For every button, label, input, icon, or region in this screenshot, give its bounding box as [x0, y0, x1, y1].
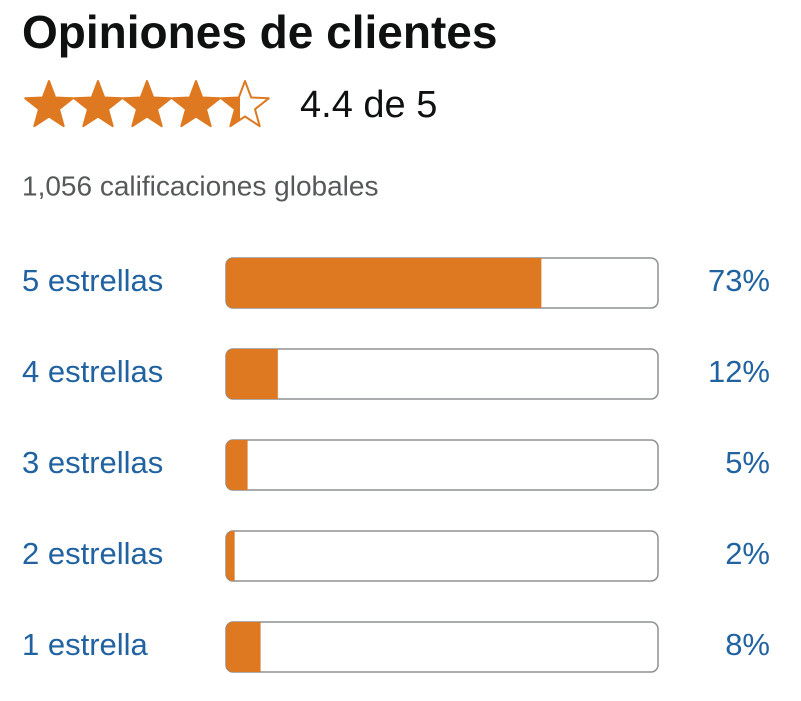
- row-label[interactable]: 4 estrellas: [22, 354, 163, 389]
- bar: [226, 440, 248, 490]
- row-percent: 2%: [725, 536, 770, 571]
- star-fill: [25, 81, 73, 127]
- row-label[interactable]: 3 estrellas: [22, 445, 163, 480]
- row-percent: 8%: [725, 627, 770, 662]
- row-percent: 12%: [708, 354, 770, 389]
- star-outline: [122, 80, 172, 128]
- star-fill: [74, 81, 122, 127]
- star-fill: [221, 94, 240, 127]
- star-outline: [73, 80, 123, 128]
- bar-track: [225, 530, 659, 582]
- star-outline: [24, 80, 74, 128]
- bar: [226, 349, 278, 399]
- bar: [226, 531, 235, 581]
- star-outline: [171, 80, 221, 128]
- row-label[interactable]: 1 estrella: [22, 627, 149, 662]
- bar: [226, 258, 542, 308]
- bar-track: [225, 621, 659, 673]
- bar-track: [225, 348, 659, 400]
- star-fill: [172, 81, 220, 127]
- title: Opiniones de clientes: [22, 6, 497, 58]
- star-outline: [220, 80, 270, 128]
- row-percent: 73%: [708, 263, 770, 298]
- total-ratings: 1,056 calificaciones globales: [22, 170, 378, 201]
- row-label[interactable]: 2 estrellas: [22, 536, 163, 571]
- bar-track: [225, 439, 659, 491]
- star-rating: [24, 80, 270, 128]
- rating-label: 4.4 de 5: [300, 84, 437, 126]
- row-label[interactable]: 5 estrellas: [22, 263, 163, 298]
- star-fill: [123, 81, 171, 127]
- bar: [226, 622, 261, 672]
- row-percent: 5%: [725, 445, 770, 480]
